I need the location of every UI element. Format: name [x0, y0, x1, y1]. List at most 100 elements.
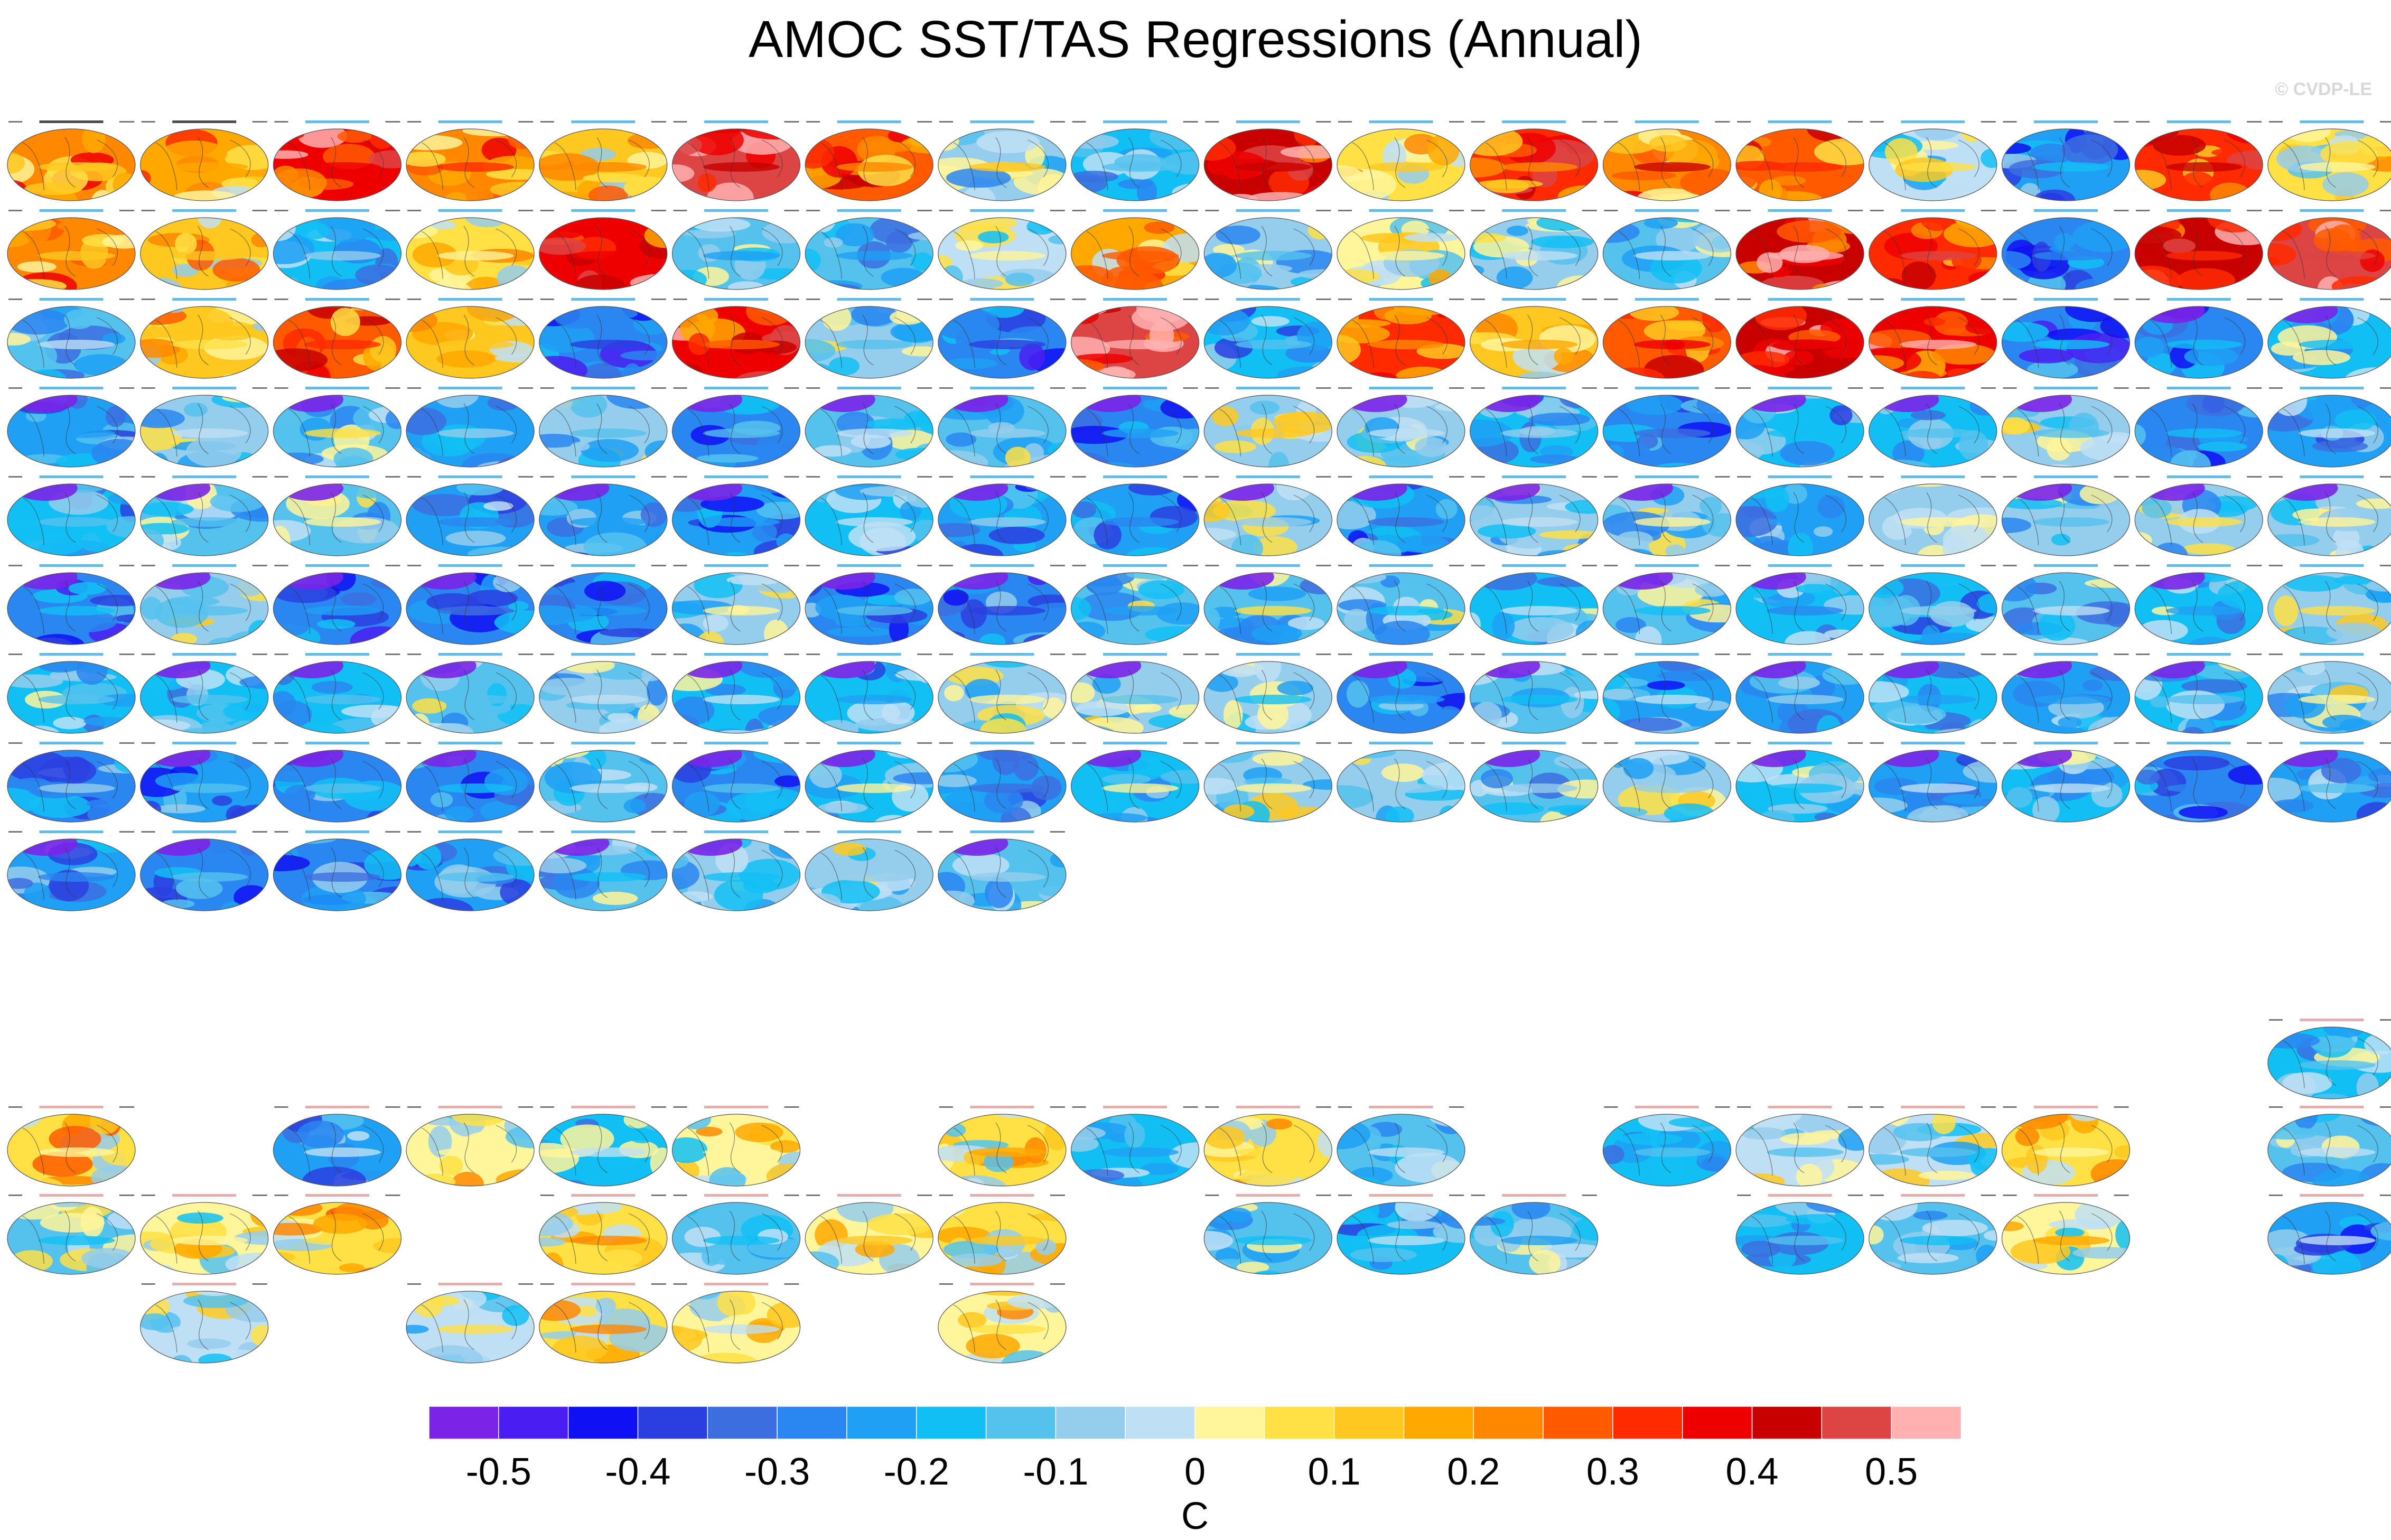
map-anomaly-patch — [583, 532, 647, 556]
panel-period-label — [540, 1106, 554, 1108]
map-anomaly-patch — [982, 306, 1025, 318]
map-outline — [2001, 395, 2131, 468]
coastline — [596, 581, 608, 632]
regression-map-panel — [1735, 1194, 1864, 1275]
map-anomaly-patch — [2002, 417, 2030, 435]
panel-stats-label — [1183, 654, 1198, 655]
map-anomaly-patch — [337, 130, 372, 143]
coastline — [2059, 403, 2070, 454]
coastline — [198, 669, 209, 721]
coastline — [1527, 314, 1538, 366]
map-anomaly-patch — [1603, 188, 1626, 201]
panel-stats-label — [1582, 1194, 1597, 1196]
coastline — [2017, 586, 2039, 634]
coastline — [1352, 675, 1374, 723]
regression-map-panel — [1602, 475, 1731, 556]
coastline — [229, 317, 251, 355]
map-anomaly-patch — [696, 1126, 723, 1137]
coastline — [330, 137, 342, 188]
coastline — [22, 852, 44, 901]
coastline — [1660, 492, 1671, 543]
map-outline — [539, 1291, 668, 1364]
map-tropical-band — [2299, 1060, 2376, 1070]
map-outline — [140, 483, 269, 556]
map-polar-region — [1477, 395, 1540, 412]
map-tropical-band — [836, 872, 913, 882]
panel-title — [571, 1283, 636, 1285]
coastline — [1692, 139, 1714, 178]
map-polar-region — [1610, 484, 1673, 501]
map-anomaly-patch — [1490, 1210, 1514, 1237]
coastline — [995, 669, 1007, 721]
map-outline — [140, 395, 269, 468]
coastline — [953, 1304, 975, 1353]
coastline — [330, 314, 342, 366]
panel-stats-label — [1183, 565, 1198, 566]
map-tropical-band — [2032, 340, 2110, 349]
map-outline — [2134, 217, 2263, 290]
panel-title — [1901, 209, 1965, 212]
coastline — [1219, 1216, 1241, 1264]
panel-stats-label — [2247, 742, 2262, 744]
coastline — [1160, 406, 1182, 444]
coastline — [2224, 761, 2246, 799]
map-anomaly-patch — [2344, 367, 2391, 378]
panel-period-label — [939, 1283, 953, 1285]
colorbar-bin — [777, 1406, 848, 1440]
map-anomaly-patch — [887, 750, 933, 759]
map-outline — [273, 1202, 402, 1275]
coastline — [22, 408, 44, 457]
map-anomaly-patch — [1655, 1155, 1683, 1184]
coastline — [1219, 408, 1241, 457]
panel-title — [1236, 653, 1300, 656]
panel-title — [39, 564, 104, 567]
panel-period-label — [1604, 565, 1618, 566]
map-outline — [1869, 661, 1997, 734]
map-anomaly-patch — [1102, 773, 1151, 785]
coastline — [1394, 1122, 1406, 1173]
map-outline — [1735, 1114, 1864, 1187]
map-tropical-band — [2032, 1147, 2110, 1157]
map-outline — [539, 483, 668, 556]
colorbar-unit-label: C — [1181, 1495, 1209, 1537]
coastline — [1352, 763, 1374, 812]
coastline — [995, 581, 1007, 632]
coastline — [229, 672, 251, 710]
coastline — [554, 497, 576, 546]
coastline — [330, 669, 342, 721]
panel-title — [1502, 1194, 1566, 1197]
map-polar-region — [945, 484, 1008, 501]
map-outline — [805, 306, 933, 379]
map-anomaly-patch — [335, 456, 372, 467]
coastline — [463, 581, 475, 632]
map-anomaly-patch — [1141, 1162, 1179, 1175]
map-anomaly-patch — [2019, 183, 2041, 201]
map-anomaly-patch — [1496, 266, 1533, 290]
map-anomaly-patch — [539, 1211, 573, 1237]
coastline — [2017, 1127, 2039, 1176]
map-outline — [1735, 483, 1864, 556]
coastline — [862, 137, 874, 188]
map-outline — [1203, 572, 1332, 645]
coastline — [995, 1299, 1007, 1350]
map-anomaly-patch — [1071, 501, 1097, 518]
map-outline — [671, 838, 801, 911]
map-outline — [7, 838, 136, 911]
map-anomaly-patch — [1381, 763, 1425, 782]
map-tropical-band — [2165, 162, 2243, 172]
panel-stats-label — [385, 121, 400, 123]
map-anomaly-patch — [1623, 758, 1654, 779]
map-tropical-band — [703, 1147, 780, 1157]
map-tropical-band — [2032, 162, 2110, 172]
map-anomaly-patch — [599, 814, 628, 822]
panel-title — [39, 653, 104, 656]
map-polar-region — [2009, 395, 2072, 412]
map-polar-region — [14, 395, 78, 412]
panel-stats-label — [784, 476, 799, 478]
coastline — [1884, 675, 1906, 723]
map-anomaly-patch — [676, 891, 713, 902]
map-anomaly-patch — [539, 283, 558, 290]
map-anomaly-patch — [175, 232, 197, 255]
map-outline — [2267, 306, 2391, 379]
map-outline — [539, 217, 668, 290]
